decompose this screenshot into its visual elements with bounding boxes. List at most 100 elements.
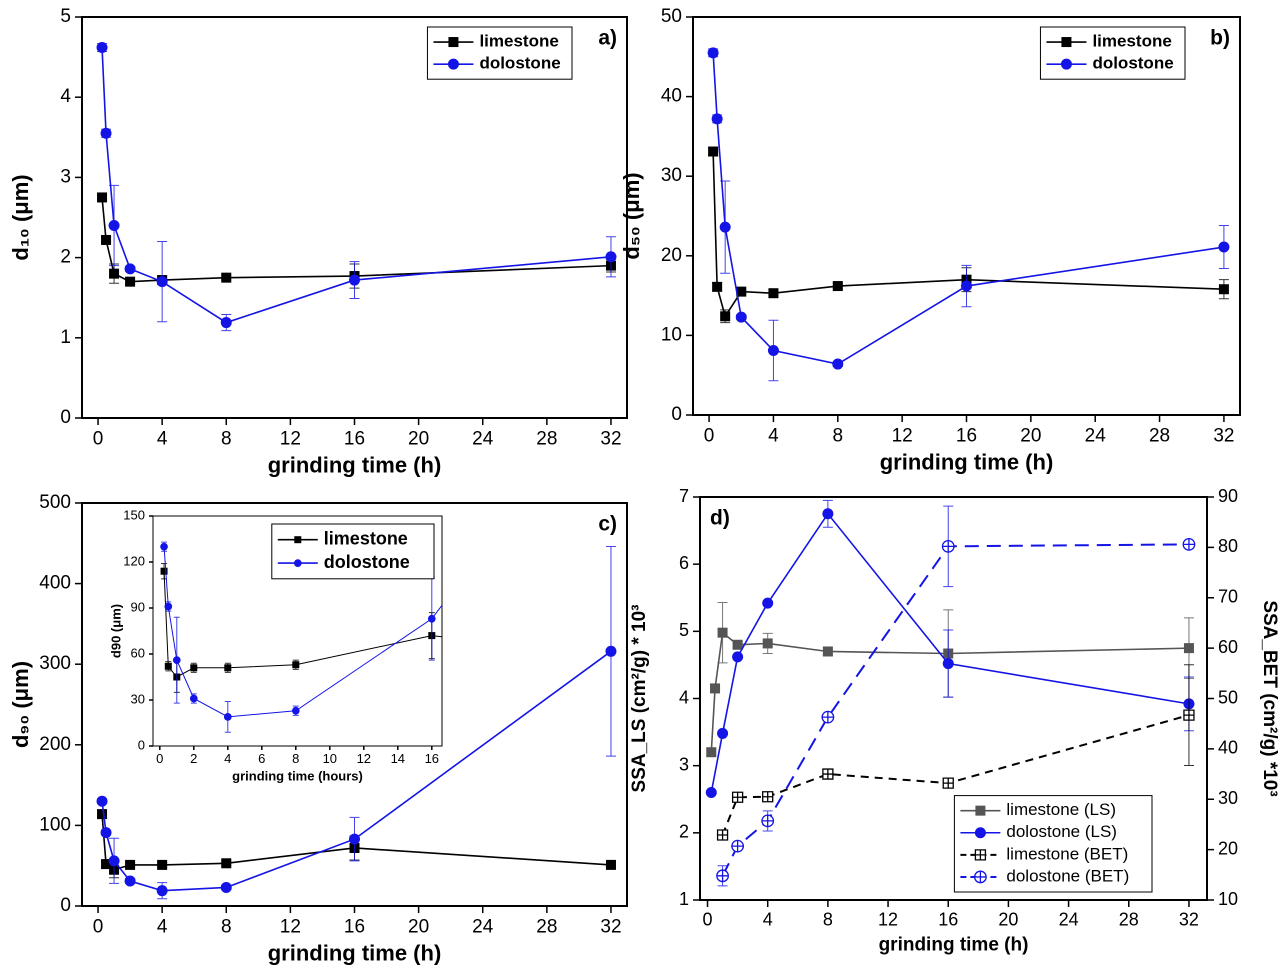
marker — [735, 311, 747, 323]
y-tick-label: 3 — [679, 754, 689, 774]
y-tick-label: 2 — [679, 822, 689, 842]
x-tick-label: 20 — [998, 909, 1018, 929]
error-bar — [701, 62, 707, 461]
marker — [712, 281, 723, 292]
marker — [160, 567, 168, 575]
x-tick-label: 12 — [892, 425, 913, 446]
legend: limestone dolostone — [1039, 26, 1186, 80]
marker — [605, 251, 617, 263]
marker — [821, 710, 835, 724]
y-tick-label: 1 — [679, 889, 689, 909]
panel-label: d) — [710, 507, 730, 530]
x-tick-label: 12 — [280, 428, 301, 449]
plot-frame — [81, 16, 628, 419]
y-tick-label: 30 — [131, 691, 145, 706]
series-line — [712, 52, 1225, 365]
marker — [762, 638, 773, 649]
y-tick-label: 90 — [131, 599, 145, 614]
legend-box — [1039, 26, 1186, 80]
y2-tick-label: 90 — [1218, 486, 1238, 506]
y-tick-label: 0 — [671, 404, 682, 425]
x-tick-label: 0 — [93, 916, 104, 937]
marker — [832, 358, 844, 370]
y-tick-label: 4 — [679, 687, 689, 707]
legend-marker — [293, 559, 302, 567]
panel-label: b) — [1210, 27, 1230, 50]
marker — [717, 727, 729, 739]
x-tick-label: 16 — [425, 751, 439, 766]
x-tick-label: 10 — [323, 751, 337, 766]
y2-tick-label: 30 — [1218, 788, 1238, 808]
marker — [710, 683, 721, 694]
y-tick-label: 0 — [60, 895, 71, 916]
marker — [109, 268, 120, 279]
marker — [164, 662, 172, 670]
x-axis-label: grinding time (h) — [268, 941, 442, 966]
y-axis-label: d₅₀ (μm) — [619, 172, 644, 259]
marker — [160, 542, 168, 551]
legend-label: limestone (LS) — [1006, 800, 1116, 819]
y-tick-label: 120 — [123, 553, 145, 568]
x-axis-label: grinding time (hours) — [232, 769, 363, 784]
marker — [1183, 643, 1194, 654]
plot-frame — [692, 16, 1241, 416]
error-bar — [701, 663, 707, 672]
marker — [97, 192, 108, 203]
marker — [1218, 284, 1229, 295]
marker — [100, 127, 112, 139]
x-tick-label: 14 — [391, 751, 405, 766]
y-tick-label: 400 — [39, 573, 71, 594]
y-tick-label: 2 — [60, 247, 71, 268]
y-tick-label: 10 — [661, 324, 682, 345]
y-tick-label: 50 — [661, 6, 682, 27]
y-axis-label: SSA_LS (cm²/g) * 10³ — [629, 605, 650, 793]
marker — [822, 768, 834, 780]
y-tick-label: 20 — [661, 245, 682, 266]
x-tick-label: 20 — [408, 916, 429, 937]
x-tick-label: 4 — [768, 425, 779, 446]
marker — [762, 597, 774, 609]
legend-marker — [973, 870, 987, 884]
series-line — [163, 546, 442, 718]
chart-panel: 0 4 8 12 16 20 24 28 320100200300400500grinding … — [8, 492, 628, 966]
marker — [1182, 537, 1196, 551]
marker — [761, 814, 775, 828]
legend-marker — [974, 849, 987, 861]
legend-label: limestone — [479, 32, 558, 51]
marker — [96, 795, 108, 807]
marker — [223, 713, 232, 721]
legend-label: dolostone (BET) — [1006, 866, 1129, 885]
marker — [832, 281, 843, 292]
marker — [720, 311, 731, 322]
plot-frame — [152, 515, 443, 747]
marker — [100, 827, 112, 839]
panel-label: a) — [598, 27, 617, 50]
x-tick-label: 8 — [221, 916, 232, 937]
marker — [822, 508, 834, 520]
x-tick-label: 16 — [344, 428, 365, 449]
x-tick-label: 2 — [190, 751, 197, 766]
marker — [220, 881, 232, 893]
x-axis-label: grinding time (h) — [880, 450, 1054, 475]
x-tick-label: 8 — [292, 751, 299, 766]
marker — [292, 661, 300, 669]
legend-box — [426, 26, 573, 80]
y-tick-label: 3 — [60, 166, 71, 187]
y2-tick-label: 60 — [1218, 637, 1238, 657]
x-tick-label: 4 — [157, 428, 168, 449]
y-axis-label: d₁₀ (μm) — [8, 174, 33, 260]
marker — [732, 639, 743, 650]
legend-label: dolostone (LS) — [1006, 822, 1117, 841]
y2-tick-label: 50 — [1218, 687, 1238, 707]
marker — [707, 47, 719, 59]
plot-frame — [81, 502, 628, 907]
marker — [732, 651, 744, 663]
y2-tick-label: 70 — [1218, 587, 1238, 607]
marker — [164, 602, 173, 611]
y2-tick-label: 80 — [1218, 536, 1238, 556]
x-tick-label: 32 — [1179, 909, 1199, 929]
x-axis-label: grinding time (h) — [268, 453, 442, 478]
y2-tick-label: 40 — [1218, 738, 1238, 758]
x-tick-label: 16 — [956, 425, 977, 446]
